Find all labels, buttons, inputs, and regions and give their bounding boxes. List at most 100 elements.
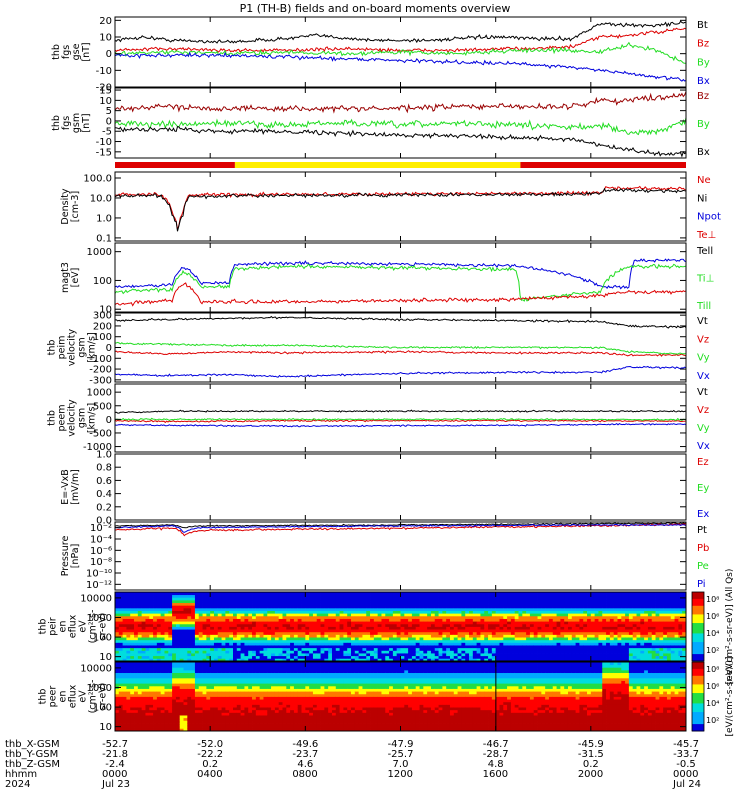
spectrogram-cell [567, 615, 573, 619]
spectrogram-cell [533, 653, 538, 657]
spectrogram-cell [137, 592, 143, 596]
spectrogram-cell [263, 631, 268, 635]
spectrogram-cell [248, 594, 253, 598]
spectrogram-cell [164, 653, 169, 657]
spectrogram-cell [564, 594, 569, 598]
spectrogram-cell [526, 639, 531, 643]
spectrogram-cell [179, 631, 184, 635]
spectrogram-cell [134, 712, 139, 716]
spectrogram-cell [202, 647, 207, 651]
spectrogram-cell [145, 610, 150, 614]
spectrogram-cell [457, 631, 462, 635]
spectrogram-cell [134, 602, 139, 606]
spectrogram-cell [488, 642, 493, 646]
spectrogram-cell [621, 637, 626, 641]
spectrogram-cell [617, 610, 622, 614]
spectrogram-cell [358, 650, 363, 654]
spectrogram-cell [442, 647, 447, 651]
spectrogram-cell [305, 637, 310, 641]
spectrogram-cell [233, 618, 238, 622]
spectrogram-cell [343, 658, 348, 662]
spectrogram-cell [480, 592, 485, 596]
series-line-Bz [114, 27, 687, 55]
spectrogram-cell [168, 693, 173, 697]
spectrogram-cell [156, 709, 162, 713]
spectrogram-cell [244, 653, 249, 657]
spectrogram-cell [621, 605, 626, 609]
spectrogram-cell [134, 647, 139, 651]
spectrogram-cell [670, 618, 675, 622]
panel-frame [114, 521, 687, 591]
spectrogram-cell [583, 655, 588, 659]
spectrogram-cell [179, 623, 184, 627]
spectrogram-cell [442, 629, 447, 633]
spectrogram-cell [293, 605, 299, 609]
spectrogram-cell [217, 592, 222, 596]
spectrogram-cell [122, 688, 127, 692]
spectrogram-cell [309, 653, 314, 657]
spectrogram-cell [381, 645, 386, 649]
spectrogram-cell [621, 594, 626, 598]
spectrogram-cell [644, 602, 649, 606]
y-tick-label: 100 [93, 633, 112, 644]
y-axis-label: magt3 [60, 262, 71, 293]
y-axis-label: [mV/m] [70, 469, 81, 505]
spectrogram-cell [609, 653, 615, 657]
spectrogram-cell [191, 707, 196, 711]
spectrogram-cell [430, 592, 436, 596]
spectrogram-cell [236, 592, 242, 596]
legend-label: Ni [697, 193, 707, 204]
spectrogram-cell [377, 613, 382, 617]
spectrogram-cell [175, 631, 181, 635]
spectrogram-cell [343, 594, 348, 598]
spectrogram-cell [659, 621, 664, 625]
spectrogram-cell [183, 653, 188, 657]
spectrogram-cell [244, 655, 249, 659]
spectrogram-cell [263, 597, 268, 601]
spectrogram-cell [396, 623, 401, 627]
spectrogram-cell [552, 637, 557, 641]
spectrogram-cell [609, 605, 615, 609]
spectrogram-cell [381, 658, 386, 662]
spectrogram-cell [252, 613, 257, 617]
spectrogram-cell [286, 592, 291, 596]
spectrogram-cell [297, 621, 302, 625]
spectrogram-cell [309, 621, 314, 625]
spectrogram-cell [472, 602, 478, 606]
spectrogram-cell [655, 615, 660, 619]
spectrogram-cell [488, 599, 493, 604]
spectrogram-cell [324, 594, 329, 598]
spectrogram-cell [347, 645, 352, 649]
spectrogram-cell [514, 639, 519, 643]
spectrogram-cell [423, 647, 428, 651]
spectrogram-cell [663, 634, 668, 638]
spectrogram-cell [183, 613, 188, 617]
spectrogram-cell [297, 650, 302, 654]
spectrogram-cell [255, 642, 261, 646]
spectrogram-cell [172, 725, 177, 729]
spectrogram-cell [331, 594, 337, 598]
spectrogram-cell [225, 685, 230, 689]
y-tick-label: -500 [89, 428, 112, 439]
spectrogram-cell [411, 592, 417, 596]
spectrogram-cell [255, 613, 261, 617]
spectrogram-cell [480, 653, 485, 657]
spectrogram-cell [484, 637, 489, 641]
spectrogram-cell [446, 658, 451, 662]
spectrogram-cell [400, 629, 405, 633]
spectrogram-cell [343, 629, 348, 633]
spectrogram-cell [160, 618, 165, 622]
spectrogram-cell [678, 621, 683, 625]
spectrogram-cell [354, 618, 360, 622]
spectrogram-cell [175, 677, 181, 681]
spectrogram-cell [156, 685, 162, 689]
spectrogram-cell [465, 631, 470, 635]
spectrogram-cell [449, 658, 455, 662]
spectrogram-cell [583, 626, 588, 630]
spectrogram-cell [229, 723, 234, 727]
spectrogram-cell [312, 629, 318, 633]
spectrogram-cell [126, 688, 131, 692]
spectrogram-cell [674, 599, 679, 604]
spectrogram-cell [354, 631, 360, 635]
spectrogram-cell [556, 623, 561, 627]
